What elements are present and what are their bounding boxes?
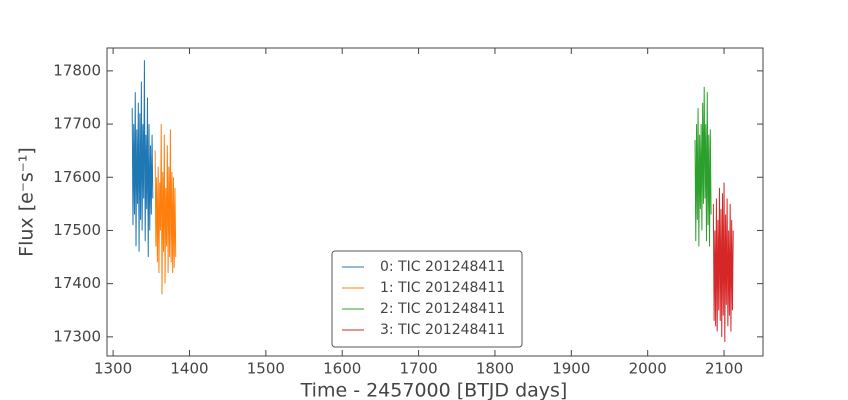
y-tick-label: 17400 [53, 274, 101, 292]
legend-label: 2: TIC 201248411 [380, 301, 505, 317]
y-tick-label: 17700 [53, 115, 101, 133]
y-tick-label: 17500 [53, 221, 101, 239]
legend-label: 1: TIC 201248411 [380, 280, 505, 296]
legend-box [331, 250, 523, 348]
x-tick-label: 1900 [552, 360, 590, 378]
x-tick-label: 1600 [323, 360, 361, 378]
series-line [154, 124, 177, 295]
y-axis-label: Flux [e⁻s⁻¹] [16, 147, 38, 257]
x-tick-label: 1300 [94, 360, 132, 378]
series-line [712, 182, 734, 343]
x-tick-label: 1700 [399, 360, 437, 378]
series-line [131, 60, 154, 258]
x-axis-label: Time - 2457000 [BTJD days] [300, 380, 568, 400]
plot-frame [106, 47, 764, 357]
legend-label: 0: TIC 201248411 [380, 259, 505, 275]
x-tick-label: 2000 [629, 360, 667, 378]
y-tick-label: 17300 [53, 327, 101, 345]
x-tick-label: 1400 [170, 360, 208, 378]
series-line [694, 86, 712, 247]
x-tick-label: 1500 [247, 360, 285, 378]
legend-label: 3: TIC 201248411 [380, 322, 505, 338]
y-tick-label: 17600 [53, 168, 101, 186]
y-tick-label: 17800 [53, 61, 101, 79]
x-tick-label: 1800 [476, 360, 514, 378]
x-tick-label: 2100 [705, 360, 743, 378]
